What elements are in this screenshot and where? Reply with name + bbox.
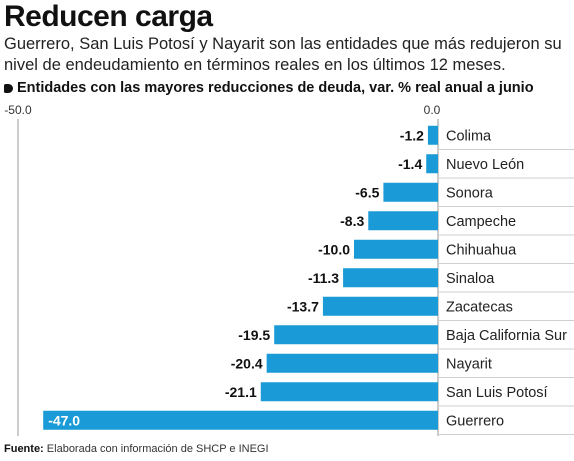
category-label: Campeche [446,214,516,230]
data-label: -1.2 [400,127,424,143]
category-label: Sonora [446,185,494,201]
bar [43,410,438,430]
bar [322,296,438,316]
bar [266,353,438,373]
category-label: Nayarit [446,356,492,372]
bar [426,154,438,174]
bar [274,325,438,345]
data-label: -8.3 [340,213,364,229]
page-subtitle: Guerrero, San Luis Potosí y Nayarit son … [4,35,562,74]
footer-label: Fuente: [4,443,44,455]
data-label: -20.4 [231,355,263,371]
category-label: Chihuahua [446,242,517,258]
x-tick-label: 0.0 [424,103,441,117]
bar [368,211,438,231]
bar [383,182,438,202]
category-label: Guerrero [446,413,504,429]
chart-title: Entidades con las mayores reducciones de… [4,80,534,96]
category-label: Baja California Sur [446,328,567,344]
data-label: -1.4 [398,156,422,172]
data-label: -10.0 [318,241,350,257]
bar [354,239,438,259]
page-title: Reducen carga [4,0,213,33]
bar [260,382,438,402]
footer-text: Elaborada con información de SHCP e INEG… [46,443,269,455]
bullet-icon [4,83,13,93]
data-label: -11.3 [308,270,339,286]
data-label: -47.0 [48,412,80,428]
category-label: San Luis Potosí [446,385,548,401]
data-label: -19.5 [238,327,270,343]
footer-source: Fuente: Elaborada con información de SHC… [4,443,269,455]
category-label: Sinaloa [446,271,495,287]
data-label: -6.5 [355,184,379,200]
category-label: Colima [446,128,492,144]
category-label: Nuevo León [446,157,524,173]
data-label: -13.7 [287,298,319,314]
data-label: -21.1 [225,384,257,400]
category-label: Zacatecas [446,299,513,315]
x-tick-label: -50.0 [4,103,32,117]
bar [343,268,438,288]
bar [427,125,438,145]
chart-title-text: Entidades con las mayores reducciones de… [17,80,534,96]
